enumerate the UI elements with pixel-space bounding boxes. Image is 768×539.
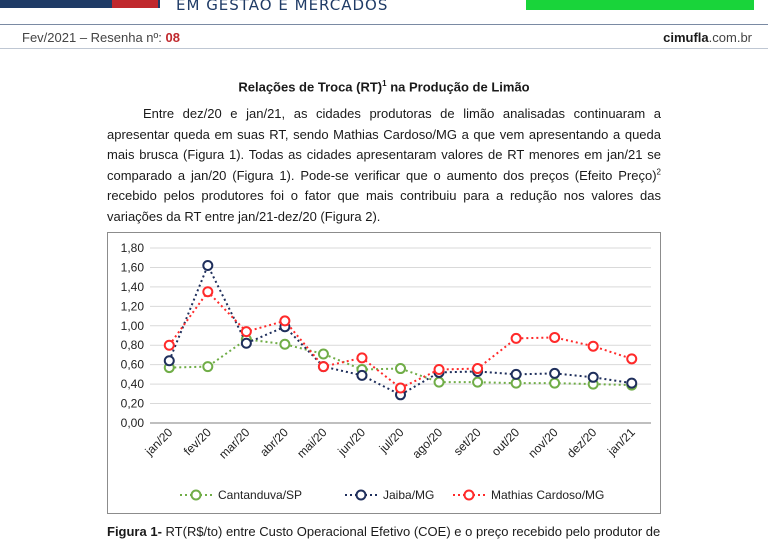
x-tick-label: abr/20 — [257, 425, 291, 459]
data-point — [279, 315, 291, 327]
x-tick-label: jan/21 — [604, 425, 638, 459]
data-point — [395, 382, 406, 394]
data-point — [202, 286, 214, 298]
data-point — [356, 369, 368, 381]
data-point — [549, 331, 561, 343]
header-tagline: EM GESTÃO E MERCADOS — [176, 0, 389, 14]
y-tick-label: 1,80 — [121, 241, 145, 255]
x-tick-label: out/20 — [489, 425, 523, 459]
data-point — [202, 260, 214, 271]
x-tick-label: ago/20 — [409, 425, 445, 461]
series-line — [169, 338, 632, 387]
y-tick-label: 0,60 — [121, 358, 145, 372]
data-point — [549, 377, 561, 389]
data-point — [356, 352, 368, 364]
y-tick-label: 0,00 — [121, 416, 145, 430]
title-main: Relações de Troca (RT) — [238, 79, 383, 95]
data-point — [472, 376, 484, 388]
data-point — [510, 332, 522, 344]
logo-mark — [0, 0, 160, 8]
x-tick-label: nov/20 — [525, 425, 561, 461]
data-point — [240, 326, 252, 338]
data-point — [433, 376, 445, 388]
article-paragraph: Entre dez/20 e jan/21, as cidades produt… — [107, 104, 661, 227]
logo-accent — [112, 0, 158, 8]
y-tick-label: 0,80 — [121, 338, 145, 352]
title-tail: na Produção de Limão — [386, 79, 530, 95]
series-line — [168, 263, 632, 396]
header-rule — [0, 24, 768, 25]
chart-svg: 0,00 0,20 0,40 0,60 0,80 1,00 1,20 1,40 1,60 1,80… — [121, 241, 651, 502]
data-point — [395, 363, 406, 375]
x-tick-label: jan/20 — [142, 425, 176, 459]
data-point — [279, 338, 291, 350]
paragraph-footnote: 2 — [656, 167, 661, 177]
data-point — [510, 377, 522, 389]
x-tick-label: dez/20 — [564, 425, 600, 461]
legend-marker — [463, 489, 475, 501]
title-footnote: 1 — [382, 79, 387, 88]
x-tick-label: mai/20 — [294, 425, 330, 461]
data-point — [202, 361, 214, 373]
header-green-bar — [526, 0, 754, 10]
y-tick-label: 0,40 — [121, 377, 145, 391]
x-tick-label: jun/20 — [334, 425, 368, 459]
x-tick-label: jul/20 — [376, 425, 407, 456]
figure-caption: Figura 1- RT(R$/to) entre Custo Operacio… — [107, 524, 667, 539]
data-point — [587, 371, 599, 383]
x-tick-label: set/20 — [451, 425, 484, 458]
data-point — [163, 339, 175, 351]
legend-label: Mathias Cardoso/MG — [491, 488, 604, 502]
caption-label: Figura 1- — [107, 524, 162, 539]
sub-header-rule — [0, 48, 768, 49]
caption-text: RT(R$/to) entre Custo Operacional Efetiv… — [161, 524, 661, 539]
legend-marker — [355, 489, 367, 501]
y-tick-label: 1,40 — [121, 280, 145, 294]
legend-label: Jaiba/MG — [383, 488, 434, 502]
paragraph-part-1: Entre dez/20 e jan/21, as cidades produt… — [107, 106, 661, 183]
legend-label: Cantanduva/SP — [218, 488, 302, 502]
x-tick-label: mar/20 — [216, 425, 253, 462]
y-tick-label: 1,60 — [121, 260, 145, 274]
paragraph-part-2: recebido pelos produtores foi o fator qu… — [107, 188, 661, 224]
site-domain: .com.br — [708, 30, 752, 45]
data-point — [317, 361, 329, 373]
data-point — [240, 337, 252, 349]
data-point — [163, 355, 175, 367]
data-point — [433, 364, 445, 376]
data-point — [549, 367, 561, 379]
data-point — [317, 348, 329, 360]
issue-number: 08 — [165, 30, 180, 45]
data-point — [510, 368, 522, 380]
site-link[interactable]: cimufla.com.br — [663, 30, 752, 45]
issue-line: Fev/2021 – Resenha nº: 08 — [22, 30, 180, 45]
y-tick-label: 1,20 — [121, 299, 145, 313]
site-name: cimufla — [663, 30, 709, 45]
issue-prefix: Fev/2021 – Resenha nº: — [22, 30, 166, 45]
data-point — [587, 340, 599, 352]
legend-marker — [190, 489, 202, 501]
article-title: Relações de Troca (RT)1 na Produção de L… — [0, 79, 768, 94]
data-point — [472, 363, 484, 375]
y-tick-label: 0,20 — [121, 397, 145, 411]
x-tick-label: fev/20 — [181, 425, 214, 458]
data-point — [626, 377, 638, 389]
data-point — [626, 353, 638, 365]
figure-1-chart: 0,00 0,20 0,40 0,60 0,80 1,00 1,20 1,40 1,60 1,80… — [107, 232, 661, 514]
y-tick-label: 1,00 — [121, 319, 145, 333]
